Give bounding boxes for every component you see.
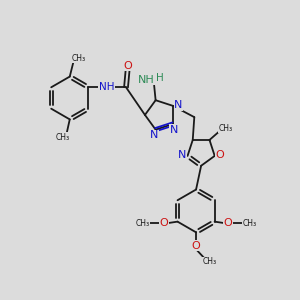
Text: N: N [150, 130, 159, 140]
Text: O: O [192, 241, 200, 251]
Text: CH₃: CH₃ [55, 133, 69, 142]
Text: O: O [215, 150, 224, 160]
Text: CH₃: CH₃ [242, 219, 256, 228]
Text: O: O [224, 218, 232, 228]
Text: N: N [170, 125, 178, 135]
Text: H: H [156, 73, 164, 83]
Text: CH₃: CH₃ [218, 124, 233, 133]
Text: N: N [174, 100, 183, 110]
Text: N: N [178, 150, 187, 160]
Text: CH₃: CH₃ [136, 219, 150, 228]
Text: CH₃: CH₃ [72, 54, 86, 63]
Text: CH₃: CH₃ [203, 257, 217, 266]
Text: NH: NH [137, 75, 154, 85]
Text: NH: NH [99, 82, 115, 92]
Text: O: O [123, 61, 132, 70]
Text: O: O [160, 218, 169, 228]
